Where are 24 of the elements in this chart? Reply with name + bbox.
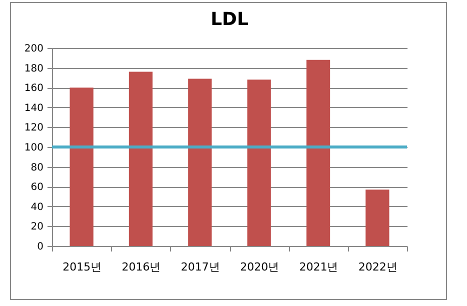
x-tick-label: 2021년 — [299, 260, 338, 274]
x-tick-label: 2017년 — [180, 260, 220, 274]
y-tick-label: 20 — [30, 222, 44, 233]
y-tick-label: 80 — [30, 162, 44, 174]
bar — [366, 190, 390, 246]
x-tick-label: 2020년 — [240, 260, 280, 274]
bar — [247, 80, 271, 246]
y-tick-label: 200 — [24, 44, 44, 54]
bar — [188, 78, 212, 246]
x-tick-label: 2016년 — [122, 260, 161, 274]
chart-title: LDL — [210, 9, 248, 30]
y-tick-label: 180 — [24, 63, 44, 74]
x-tick-label: 2015년 — [62, 260, 102, 274]
y-tick-label: 140 — [24, 102, 44, 114]
y-tick-label: 160 — [24, 83, 44, 94]
y-tick-label: 60 — [30, 182, 44, 194]
y-tick-label: 120 — [24, 122, 44, 134]
bar — [70, 88, 94, 246]
x-tick-label: 2022년 — [358, 260, 398, 274]
y-tick-label: 0 — [37, 242, 44, 252]
y-tick-label: 40 — [30, 202, 44, 213]
y-tick-label: 100 — [24, 142, 44, 154]
bar — [128, 72, 153, 246]
bar — [306, 60, 330, 246]
